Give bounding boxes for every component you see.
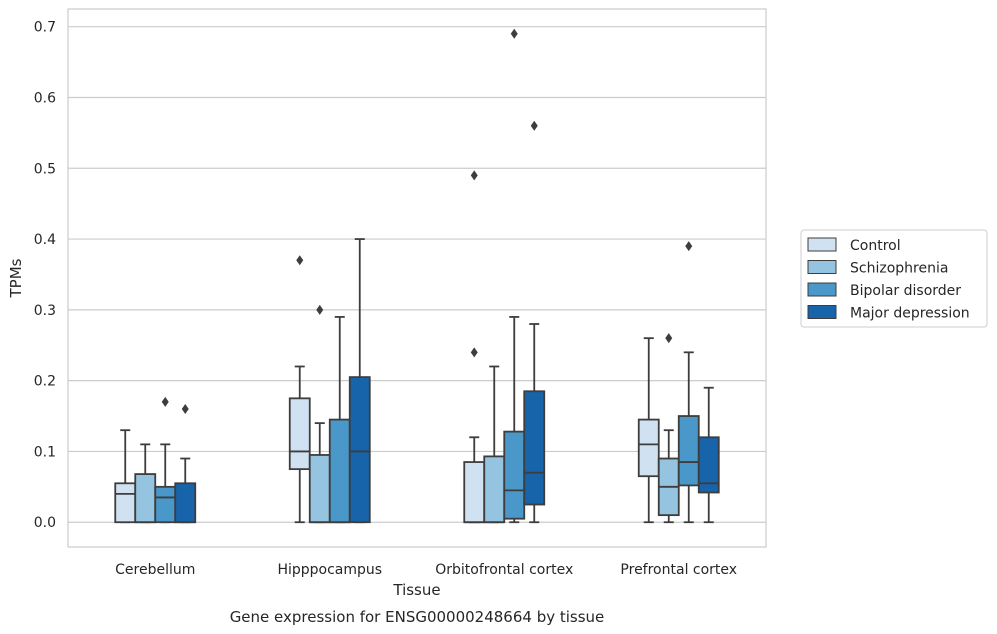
box-body [308,454,331,524]
legend-swatch [807,282,837,297]
box-control [637,337,660,524]
legend-swatch [807,305,837,319]
y-axis-label: TPMs [7,258,25,298]
y-tick-label: 0.1 [34,444,56,460]
box-body [328,418,351,524]
x-tick-label: Hipppocampus [277,562,382,578]
box-body [697,436,720,494]
y-tick-label: 0.7 [34,20,56,36]
outlier-point [665,333,673,344]
box-body [174,482,197,524]
outlier-point [181,403,189,414]
box-schizophrenia [657,333,680,524]
x-tick-label: Prefrontal cortex [620,562,737,578]
box-major-depression [174,403,197,524]
x-tick-label: Cerebellum [115,562,195,578]
legend-swatch [807,260,837,274]
box-major-depression [523,120,546,524]
box-body [134,473,157,524]
box-body [637,418,660,478]
boxes-group [114,28,720,524]
legend-frame [800,229,988,328]
y-tick-labels: 0.0 0.1 0.2 0.3 0.4 0.5 0.6 0.7 [34,20,56,532]
box-major-depression [348,238,371,524]
box-body [677,415,700,487]
outlier-point [530,120,538,131]
x-tick-label: Orbitofrontal cortex [435,562,573,578]
legend: Control Schizophrenia Bipolar disorder Majo… [800,229,988,328]
outlier-point [161,396,169,407]
legend-label: Schizophrenia [850,261,948,277]
box-control [288,255,311,524]
box-body [503,430,526,520]
y-tick-label: 0.2 [34,374,56,390]
box-body [288,397,311,471]
y-tick-label: 0.3 [34,303,56,319]
x-tick-labels: Cerebellum Hipppocampus Orbitofrontal cort… [115,562,737,578]
chart-caption: Gene expression for ENSG00000248664 by t… [230,608,605,626]
x-axis-label: Tissue [392,581,440,599]
box-control [463,170,486,524]
outlier-point [510,28,518,39]
outlier-point [296,255,304,266]
outlier-point [685,241,693,252]
outlier-point [316,304,324,315]
box-body [463,461,486,524]
legend-swatch [807,237,837,252]
outlier-point [470,170,478,181]
y-tick-label: 0.5 [34,161,56,177]
box-bipolar-disorder [677,241,700,524]
box-body [523,390,546,506]
box-body [348,376,371,524]
box-body [114,482,137,524]
legend-label: Major depression [850,306,970,322]
y-tick-label: 0.6 [34,90,56,106]
box-major-depression [697,386,720,524]
y-tick-label: 0.0 [34,515,56,531]
box-body [483,455,506,524]
legend-label: Control [850,238,901,254]
box-schizophrenia [134,443,157,524]
outlier-point [470,347,478,358]
legend-label: Bipolar disorder [850,283,961,299]
box-body [154,485,177,524]
y-tick-label: 0.4 [34,232,56,248]
